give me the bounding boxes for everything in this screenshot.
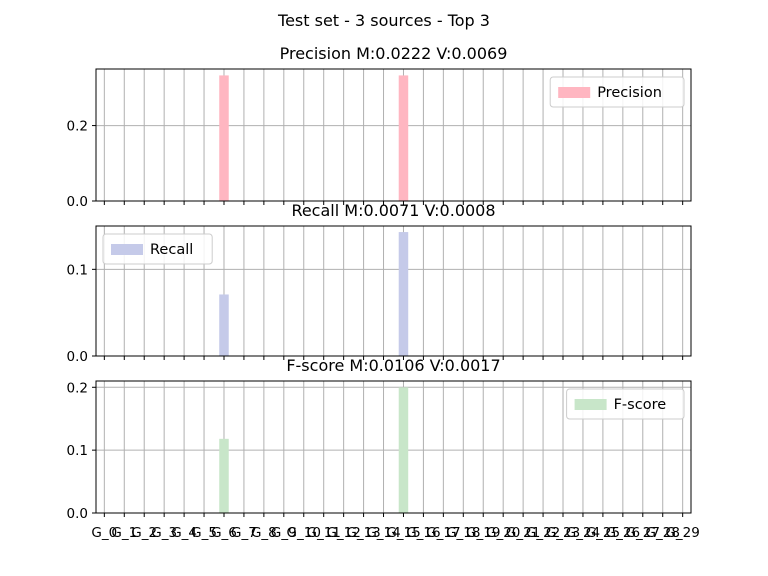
x-tick-label: G_18 (446, 525, 480, 541)
x-tick-label: G_24 (566, 525, 600, 541)
y-tick-label: 0.2 (67, 119, 88, 135)
subplot-title: F-score M:0.0106 V:0.0017 (286, 356, 500, 375)
x-tick-label: G_4 (171, 525, 197, 541)
x-tick-label: G_16 (406, 525, 440, 541)
x-tick-label: G_14 (366, 525, 400, 541)
y-tick-label: 0.2 (67, 380, 88, 396)
x-tick-label: G_28 (646, 525, 680, 541)
bar-G_6 (219, 438, 229, 513)
legend-label: F-score (614, 397, 667, 413)
figure-suptitle: Test set - 3 sources - Top 3 (277, 11, 490, 30)
x-tick-label: G_3 (151, 525, 177, 541)
legend-box (566, 388, 685, 420)
x-tick-label: G_5 (191, 525, 217, 541)
bar-G_6 (219, 294, 229, 356)
legend: Precision (549, 76, 685, 108)
x-tick-label: G_12 (326, 525, 360, 541)
legend-box (549, 76, 685, 108)
legend-swatch (111, 244, 143, 255)
x-tick-label: G_8 (251, 525, 277, 541)
bar-G_15 (398, 75, 409, 201)
subplot-1: 0.0 0.2 Precision M:0.0222 V:0.0069 Precisi… (67, 44, 692, 210)
x-tick-label: G_2 (131, 525, 157, 541)
subplot-title: Recall M:0.0071 V:0.0008 (291, 201, 495, 220)
axes-frame (95, 68, 692, 202)
legend-box (102, 233, 213, 265)
y-tick-label: 0.1 (67, 443, 88, 459)
x-tick-label: G_7 (231, 525, 257, 541)
x-tick-label: G_6 (211, 525, 237, 541)
bar-G_15 (398, 232, 409, 356)
legend-label: Precision (597, 85, 662, 101)
subplot-title: Precision M:0.0222 V:0.0069 (280, 44, 508, 63)
y-tick-label: 0.1 (67, 262, 88, 278)
x-tick-label: G_9 (271, 525, 297, 541)
y-tick-label: 0.0 (67, 194, 88, 210)
x-tick-label: G_0 (91, 525, 117, 541)
x-tick-label: G_29 (665, 525, 699, 541)
x-tick-label: G_13 (346, 525, 380, 541)
axes-frame (95, 380, 692, 514)
x-tick-label: G_19 (466, 525, 500, 541)
subplot-2: 0.0 0.1 Recall M:0.0071 V:0.0008 Recall (67, 201, 692, 365)
x-tick-label: G_17 (426, 525, 460, 541)
legend-swatch (558, 87, 591, 98)
legend-label: Recall (150, 242, 193, 258)
x-tick-label: G_22 (526, 525, 560, 541)
x-tick-label: G_26 (606, 525, 640, 541)
subplot-3: 0.00.10.2G_0G_1G_2G_3G_4G_5G_6G_7G_8G_9G… (67, 356, 700, 541)
x-tick-label: G_25 (586, 525, 620, 541)
bar-G_15 (398, 387, 409, 513)
axes-frame (95, 225, 692, 357)
y-tick-label: 0.0 (67, 506, 88, 522)
x-tick-label: G_15 (386, 525, 420, 541)
x-tick-label: G_1 (111, 525, 137, 541)
x-tick-label: G_11 (307, 525, 341, 541)
bar-G_6 (219, 75, 229, 201)
x-tick-label: G_27 (626, 525, 660, 541)
x-tick-label: G_10 (287, 525, 321, 541)
x-tick-label: G_20 (486, 525, 520, 541)
legend: Recall (102, 233, 213, 265)
y-tick-label: 0.0 (67, 349, 88, 365)
x-tick-label: G_21 (506, 525, 540, 541)
legend: F-score (566, 388, 685, 420)
x-tick-label: G_23 (546, 525, 580, 541)
legend-swatch (574, 399, 607, 410)
